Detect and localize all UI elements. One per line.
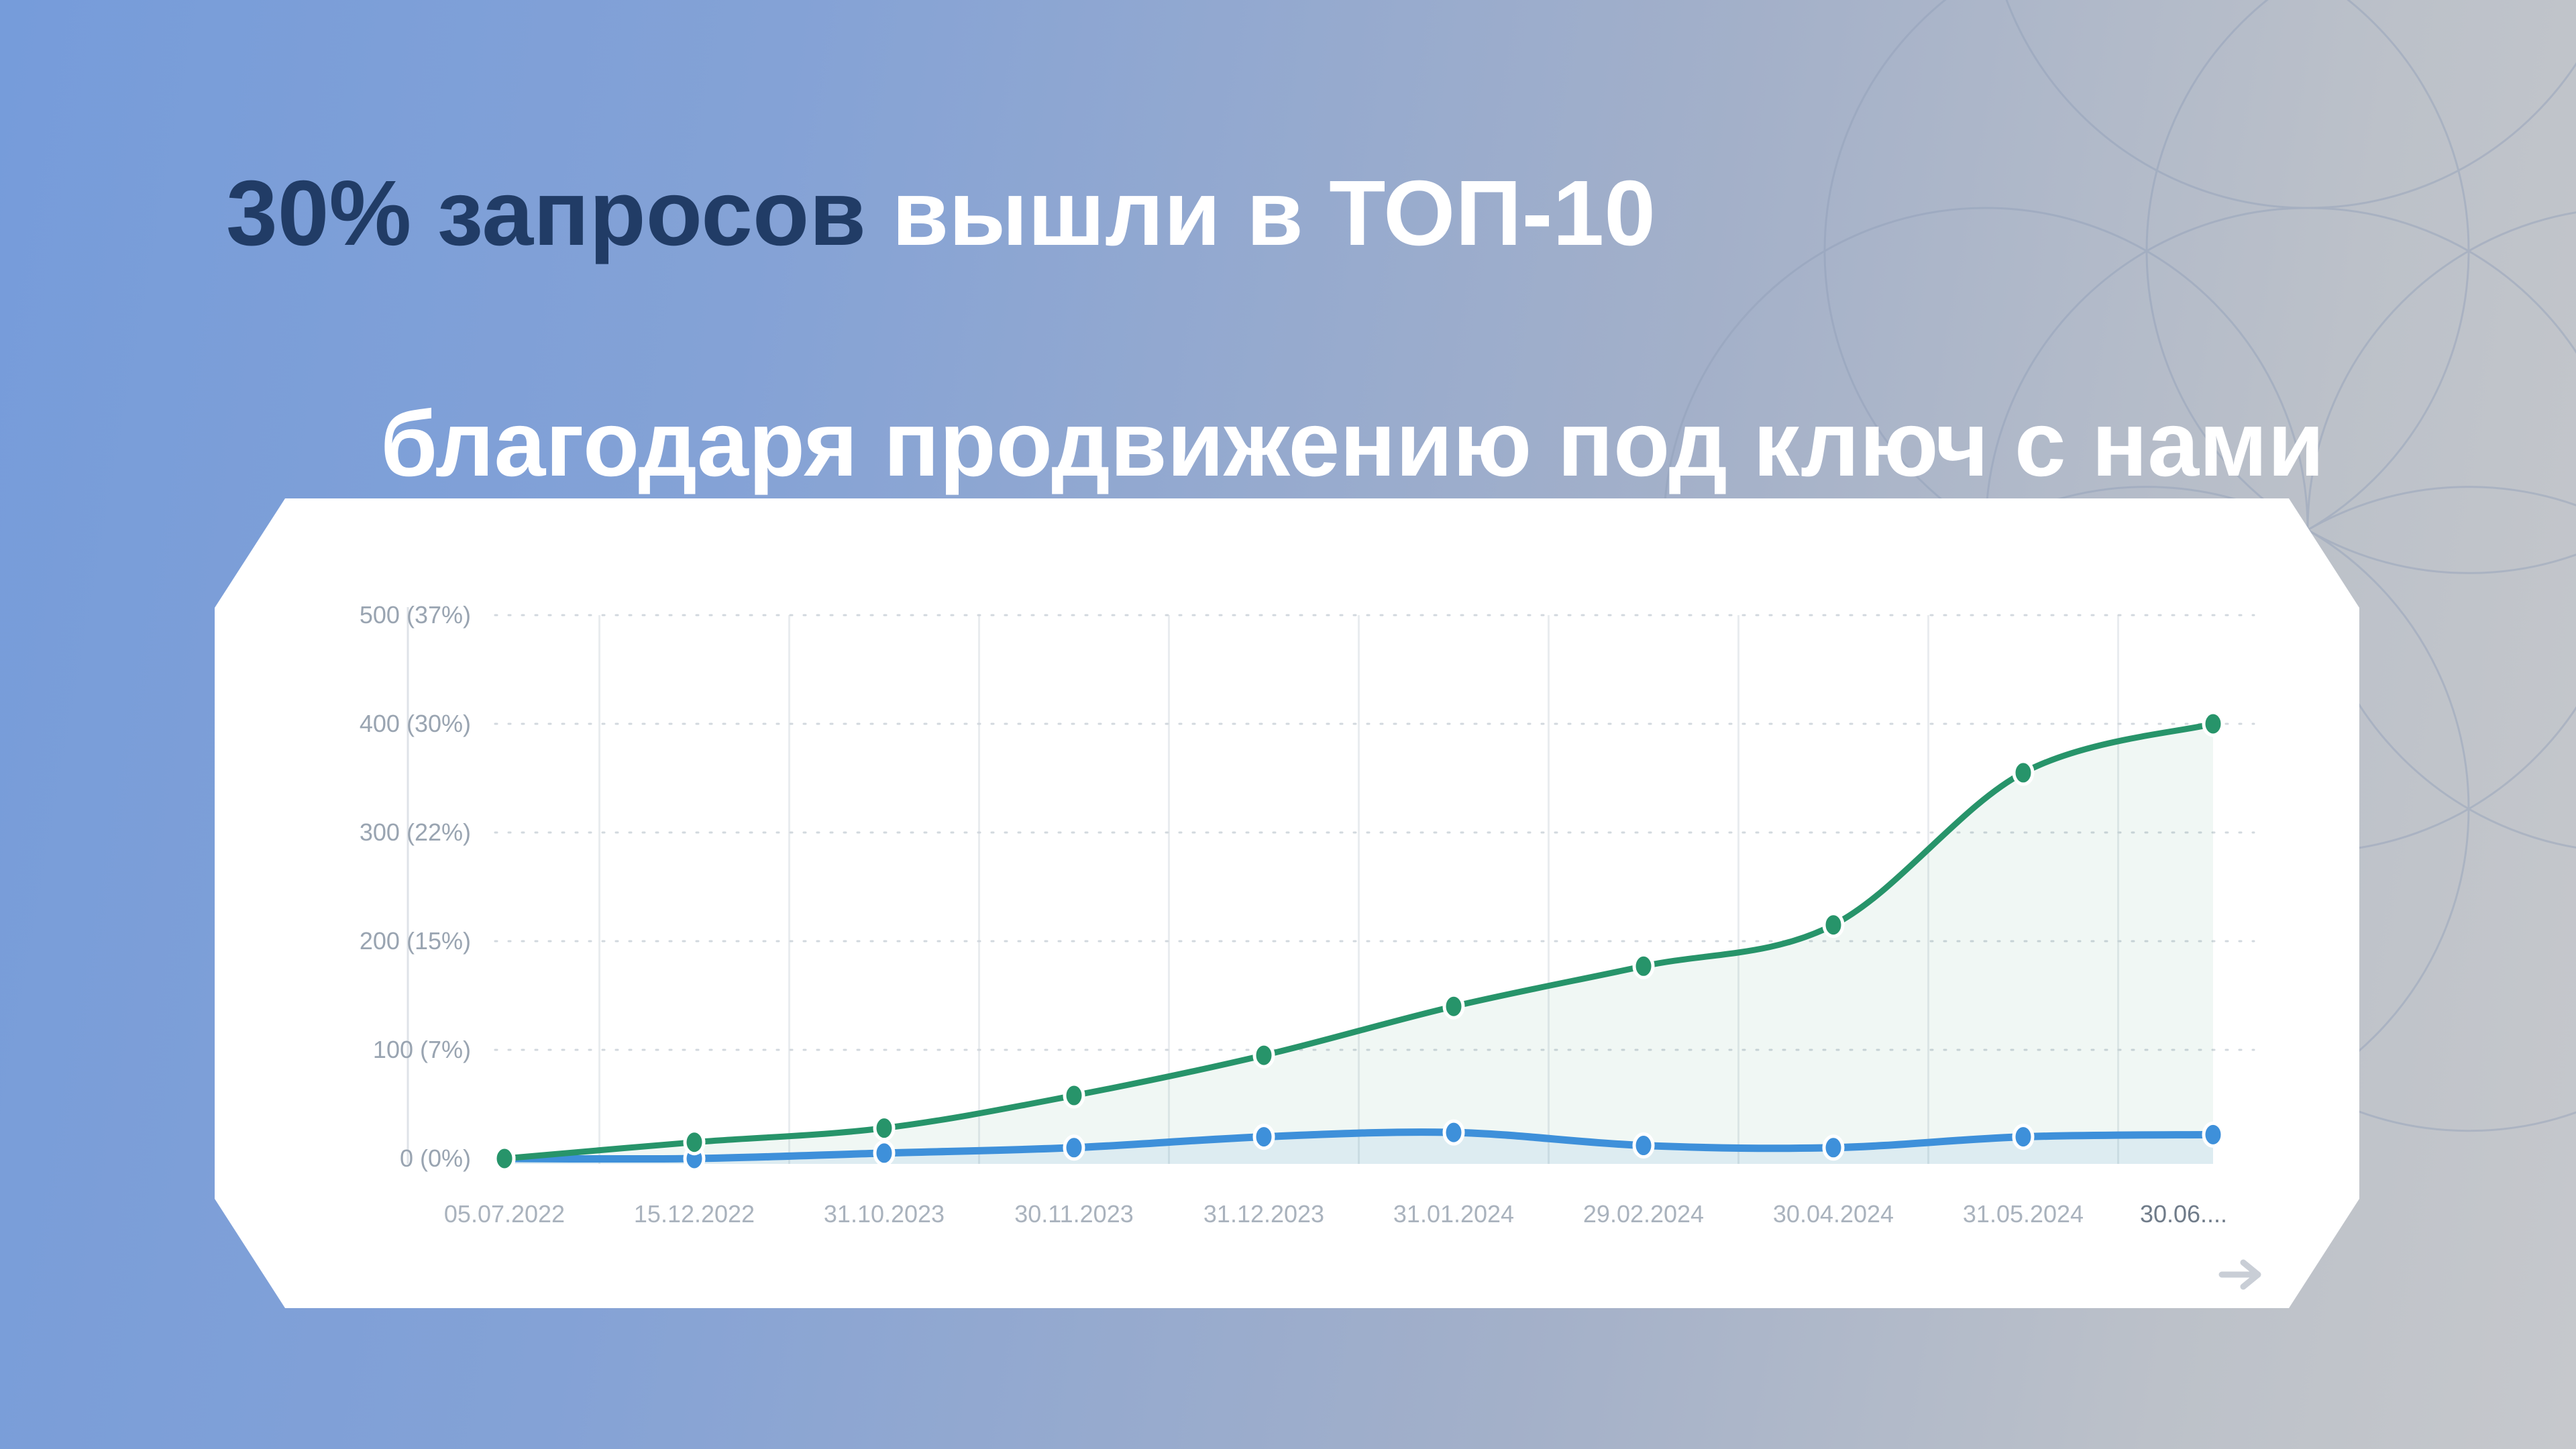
blue-line-point <box>873 1140 896 1167</box>
y-tick-label: 400 (30%) <box>360 710 471 737</box>
decorative-circle <box>2005 0 2576 209</box>
title-line2: благодаря продвижению под ключ с нами <box>380 392 2324 496</box>
green-line-area <box>504 724 2213 1164</box>
title-highlight: 30% запросов <box>226 162 867 265</box>
y-tick-label: 0 (0%) <box>400 1144 471 1172</box>
x-tick-label: 31.01.2024 <box>1393 1200 1514 1228</box>
x-tick-label: 15.12.2022 <box>634 1200 755 1228</box>
green-line <box>501 720 2216 1162</box>
slide-title: 30% запросов вышли в ТОП-10 благодаря пр… <box>226 156 2324 617</box>
x-tick-label: 30.04.2024 <box>1773 1200 1894 1228</box>
chart-panel <box>215 498 2359 1308</box>
green-line-point <box>1252 1042 1275 1069</box>
line-chart: 0 (0%) 100 (7%) 200 (15%) 300 (22%) 400 (30%… <box>360 601 2261 1290</box>
x-tick-label: 31.05.2024 <box>1963 1200 2084 1228</box>
blue-line-point <box>1822 1134 1845 1161</box>
green-line-point <box>1442 993 1465 1020</box>
green-line-point <box>2012 759 2035 786</box>
x-tick-label: 31.12.2023 <box>1203 1200 1324 1228</box>
blue-line-point <box>2202 1121 2224 1148</box>
x-tick-label: 30.06.... <box>2140 1200 2227 1228</box>
y-tick-label: 300 (22%) <box>360 818 471 846</box>
x-tick-label: 05.07.2022 <box>444 1200 565 1228</box>
blue-line <box>500 1128 2217 1163</box>
x-tick-label: 30.11.2023 <box>1014 1200 1134 1228</box>
green-line-point <box>1632 953 1655 979</box>
y-tick-label: 200 (15%) <box>360 927 471 955</box>
blue-line-point <box>2012 1124 2035 1150</box>
blue-line-point <box>1632 1132 1655 1159</box>
green-line-point <box>1822 912 1845 938</box>
x-tick-label: 31.10.2023 <box>824 1200 945 1228</box>
x-tick-label: 29.02.2024 <box>1583 1200 1704 1228</box>
green-line-point <box>873 1115 896 1142</box>
y-tick-label: 100 (7%) <box>373 1036 471 1063</box>
blue-line-point <box>1252 1124 1275 1150</box>
blue-line-point <box>1442 1119 1465 1146</box>
blue-line-point <box>1063 1134 1085 1161</box>
title-rest: вышли в ТОП-10 <box>866 162 1656 265</box>
green-line-point <box>2202 710 2224 737</box>
blue-line-area <box>504 1132 2213 1164</box>
green-line-point <box>1063 1082 1085 1109</box>
decorative-circle <box>2145 0 2576 574</box>
timeline-arrow-icon <box>2218 1259 2261 1290</box>
green-line-point <box>493 1145 516 1172</box>
y-tick-label: 500 (37%) <box>360 601 471 629</box>
green-line-point <box>683 1129 706 1156</box>
